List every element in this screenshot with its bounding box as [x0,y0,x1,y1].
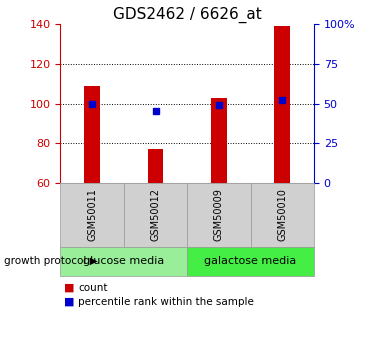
Text: GSM50012: GSM50012 [151,188,161,241]
Text: GSM50009: GSM50009 [214,188,224,241]
Bar [84,86,100,183]
Text: GSM50011: GSM50011 [87,188,97,241]
Text: ■: ■ [64,297,75,307]
Text: ■: ■ [64,283,75,293]
Text: GSM50010: GSM50010 [277,188,287,241]
Title: GDS2462 / 6626_at: GDS2462 / 6626_at [113,7,262,23]
Text: count: count [78,283,108,293]
Text: percentile rank within the sample: percentile rank within the sample [78,297,254,307]
Bar [274,26,290,183]
Bar [147,149,163,183]
Text: glucose media: glucose media [83,256,165,266]
Text: growth protocol ▶: growth protocol ▶ [4,256,98,266]
Text: galactose media: galactose media [204,256,297,266]
Bar [211,98,227,183]
